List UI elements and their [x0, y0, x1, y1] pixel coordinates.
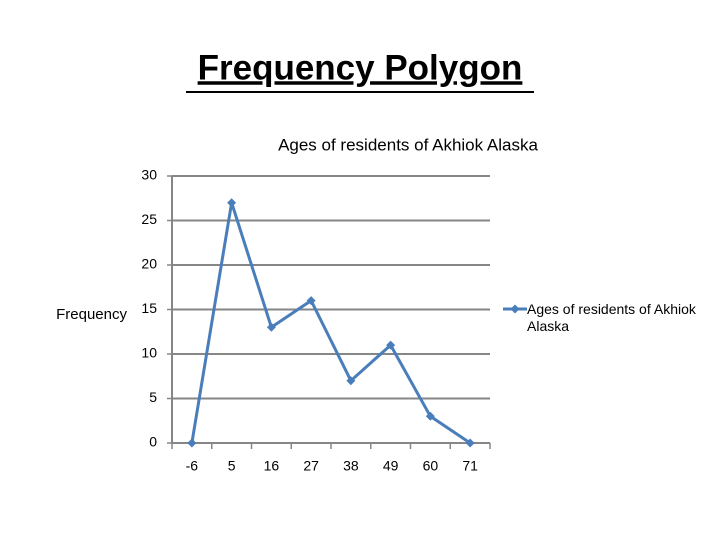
slide-title: Frequency Polygon — [198, 48, 523, 87]
x-tick-label: 60 — [423, 458, 439, 474]
x-tick-label: 38 — [343, 458, 359, 474]
series-line — [190, 202, 471, 445]
y-tick-label: 25 — [141, 211, 157, 227]
chart-title: Ages of residents of Akhiok Alaska — [278, 135, 538, 154]
data-point — [386, 340, 396, 350]
data-point — [306, 296, 316, 306]
y-tick-label: 30 — [141, 167, 157, 183]
y-tick-label: 20 — [141, 256, 157, 272]
x-tick-label: 16 — [264, 458, 280, 474]
legend-label: Ages of residents of Akhiok Alaska — [527, 301, 696, 334]
x-tick-label: 5 — [228, 458, 236, 474]
data-point — [227, 198, 237, 208]
data-point — [465, 438, 475, 448]
legend-marker — [510, 304, 520, 314]
x-tick-label: -6 — [186, 458, 199, 474]
data-point — [425, 411, 435, 421]
y-tick-label: 15 — [141, 300, 157, 316]
x-tick-label: 71 — [462, 458, 478, 474]
y-tick-label: 0 — [149, 434, 157, 450]
data-point — [266, 322, 276, 332]
y-tick-label: 5 — [149, 389, 157, 405]
x-tick-label: 49 — [383, 458, 399, 474]
y-axis-label: Frequency — [56, 306, 127, 323]
x-tick-label: 27 — [303, 458, 319, 474]
data-point — [187, 438, 197, 448]
data-point — [346, 376, 356, 386]
y-tick-label: 10 — [141, 345, 157, 361]
